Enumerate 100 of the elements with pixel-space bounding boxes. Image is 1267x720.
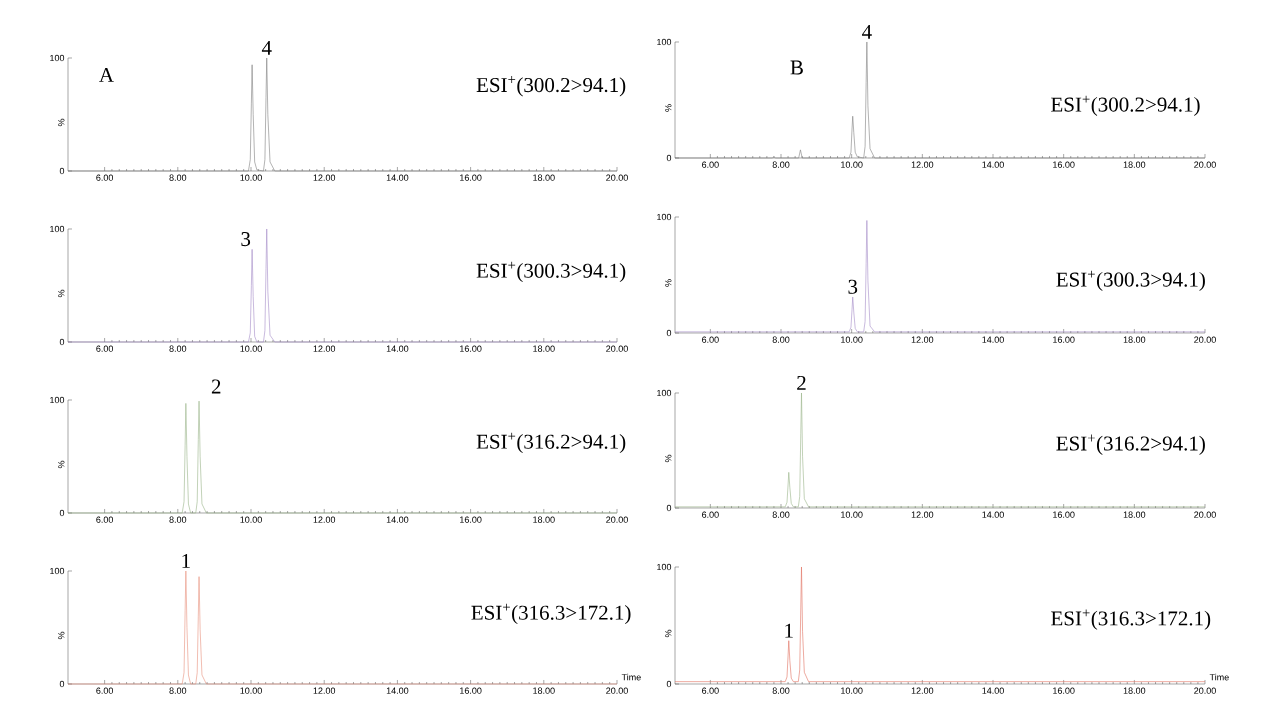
annotation: ESI$^{+}$(300.2>94.1) [476, 76, 626, 97]
annotation: ESI$^{+}$(316.2>94.1) [476, 432, 626, 454]
y-axis-title: % [58, 118, 65, 127]
x-tick-label: 8.00 [169, 345, 187, 352]
x-tick-label: 20.00 [606, 345, 628, 352]
x-tick-label: 10.00 [841, 161, 863, 168]
line-series [674, 41, 1206, 159]
x-tick-label: 20.00 [1194, 336, 1216, 343]
x-tick-label: 20.00 [606, 516, 628, 523]
y-tick-label: 100 [50, 567, 65, 575]
line-series [674, 392, 1206, 508]
x-tick-label: 16.00 [1053, 336, 1075, 343]
annotation: ESI$^{+}$(300.2>94.1) [1051, 95, 1200, 116]
x-tick-label: 8.00 [772, 511, 790, 518]
x-tick-label: 14.00 [982, 161, 1004, 168]
y-tick-label: 100 [657, 38, 672, 46]
y-tick-label: 0 [666, 154, 672, 162]
x-tick-label: 18.00 [1123, 687, 1146, 694]
y-tick-label: 100 [50, 54, 65, 62]
y-axis-title: % [58, 289, 65, 298]
text: 2 [211, 379, 221, 394]
x-tick-label: 18.00 [533, 345, 555, 352]
y-tick-label: 0 [59, 680, 65, 688]
x-tick-label: 12.00 [911, 161, 934, 168]
x-tick-label: 12.00 [313, 174, 336, 181]
y-tick-label: 0 [666, 680, 672, 688]
x-tick-label: 14.00 [982, 336, 1004, 343]
x-tick-label: 10.00 [240, 174, 262, 181]
x-tick-label: 14.00 [982, 511, 1004, 518]
x-tick-label: 12.00 [313, 516, 336, 523]
annotation: 3 [848, 279, 858, 294]
y-axis-title: % [58, 631, 65, 640]
x-tick-label: 6.00 [96, 687, 114, 694]
x-tick-label: 16.00 [1053, 687, 1075, 694]
x-tick-label: 10.00 [841, 336, 863, 343]
x-tick-label: 14.00 [982, 687, 1004, 694]
x-tick-label: 16.00 [460, 345, 482, 352]
x-tick-label: 18.00 [533, 174, 555, 181]
x-tick-label: 16.00 [460, 174, 482, 181]
annotation: 4 [261, 40, 272, 55]
annotation: 4 [862, 24, 872, 39]
annotation: A [99, 68, 114, 82]
x-tick-label: 10.00 [240, 345, 262, 352]
y-axis-title: % [665, 454, 672, 463]
annotation: B [790, 60, 803, 75]
annotation: 2 [797, 375, 806, 390]
x-tick-label: 8.00 [772, 161, 790, 168]
y-axis-title: % [665, 104, 672, 112]
x-tick-label: 10.00 [240, 516, 262, 523]
x-tick-label: 20.00 [606, 174, 628, 181]
x-tick-label: 14.00 [386, 687, 409, 694]
x-tick-label: 14.00 [386, 345, 409, 352]
x-tick-label: 6.00 [96, 345, 114, 352]
x-tick-label: 8.00 [169, 687, 187, 694]
y-tick-label: 0 [666, 504, 672, 512]
annotation: ESI$^{+}$(316.3>172.1) [1051, 609, 1211, 630]
x-tick-label: 6.00 [702, 511, 719, 518]
x-tick-label: 12.00 [313, 687, 336, 694]
x-tick-label: 8.00 [169, 174, 187, 181]
x-tick-label: 18.00 [1123, 336, 1146, 343]
annotation: 1 [785, 623, 793, 638]
x-tick-label: 8.00 [772, 336, 790, 343]
y-tick-label: 100 [50, 396, 65, 404]
x-tick-label: 16.00 [460, 687, 482, 694]
x-tick-label: 16.00 [460, 516, 482, 523]
annotation: ESI$^{+}$(316.3>172.1) [471, 603, 631, 625]
annotation: 1 [182, 553, 190, 568]
x-tick-label: 8.00 [169, 516, 187, 523]
y-axis-title: % [665, 629, 672, 638]
x-tick-label: 14.00 [386, 516, 409, 523]
annotation: ESI$^{+}$(316.2>94.1) [1056, 434, 1205, 455]
x-tick-label: 10.00 [841, 511, 863, 518]
annotation: ESI$^{+}$(300.3>94.1) [1056, 270, 1205, 291]
x-tick-label: 6.00 [96, 174, 114, 181]
y-axis-title: % [58, 460, 65, 469]
x-axis-title: Time [621, 673, 641, 681]
x-tick-label: 6.00 [96, 516, 114, 523]
x-tick-label: 12.00 [911, 511, 934, 518]
x-tick-label: 16.00 [1053, 161, 1075, 168]
x-tick-label: 18.00 [533, 687, 555, 694]
x-axis-title: Time [1209, 673, 1229, 681]
y-tick-label: 100 [657, 563, 672, 571]
x-tick-label: 16.00 [1053, 511, 1075, 518]
y-tick-label: 100 [50, 225, 65, 233]
x-tick-label: 14.00 [386, 174, 409, 181]
x-tick-label: 20.00 [1194, 687, 1216, 694]
x-tick-label: 12.00 [911, 687, 934, 694]
y-tick-label: 0 [666, 329, 672, 337]
x-tick-label: 18.00 [1123, 511, 1146, 518]
x-tick-label: 12.00 [911, 336, 934, 343]
annotation: 3 [241, 232, 251, 247]
line-series [674, 220, 1206, 333]
x-tick-label: 12.00 [313, 345, 336, 352]
x-tick-label: 6.00 [702, 161, 719, 168]
x-tick-label: 18.00 [533, 516, 555, 523]
x-tick-label: 6.00 [702, 687, 719, 694]
x-tick-label: 6.00 [702, 336, 719, 343]
y-tick-label: 100 [657, 389, 672, 397]
x-tick-label: 20.00 [606, 687, 628, 694]
x-tick-label: 10.00 [841, 687, 863, 694]
